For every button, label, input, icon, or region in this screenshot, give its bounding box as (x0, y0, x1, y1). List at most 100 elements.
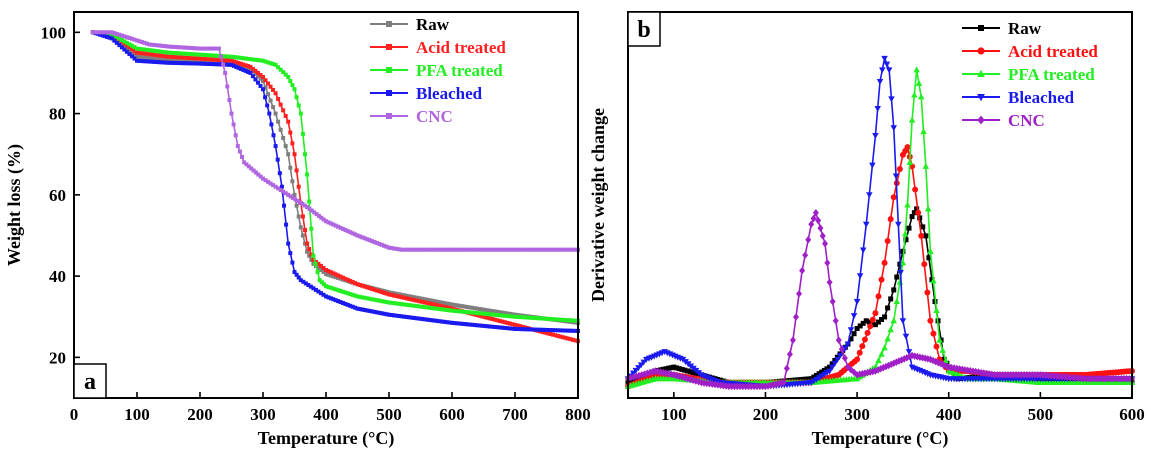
data-point-acid-treated (387, 292, 391, 297)
data-point-pfa-treated (256, 58, 261, 63)
data-point-acid-treated (331, 271, 336, 276)
data-point-pfa-treated (124, 40, 129, 45)
data-point-bleached (238, 66, 243, 71)
data-point-pfa-treated (205, 53, 210, 58)
data-point-bleached (147, 59, 152, 64)
data-point-cnc (345, 229, 350, 234)
data-point-cnc (216, 46, 221, 51)
data-point-cnc (227, 98, 232, 103)
data-point-cnc (268, 181, 273, 186)
data-point-bleached (374, 310, 379, 315)
data-point-acid-treated (255, 70, 260, 75)
data-point-cnc (253, 170, 258, 175)
data-point-cnc (485, 247, 490, 252)
data-point-raw (273, 111, 278, 116)
data-point-raw (460, 304, 465, 309)
data-point-bleached (902, 333, 910, 340)
data-point-pfa-treated (303, 152, 307, 157)
data-point-pfa-treated (353, 293, 358, 298)
data-point-raw (690, 370, 696, 376)
data-point-bleached (362, 308, 367, 313)
data-point-bleached (324, 294, 328, 299)
data-point-bleached (243, 68, 248, 73)
data-point-acid-treated (178, 55, 183, 60)
data-point-raw (271, 105, 276, 110)
data-point-cnc (780, 378, 787, 387)
data-point-raw (424, 297, 429, 302)
data-point-raw (920, 224, 926, 230)
data-point-cnc (290, 195, 295, 200)
data-point-raw (258, 76, 263, 81)
data-point-acid-treated (173, 55, 178, 60)
data-point-bleached (224, 62, 229, 67)
data-point-cnc (442, 247, 447, 252)
data-point-acid-treated (286, 119, 291, 124)
data-point-bleached (525, 327, 530, 332)
data-point-raw (492, 309, 497, 314)
data-point-bleached (462, 322, 467, 327)
data-point-acid-treated (266, 81, 271, 86)
legend-marker (386, 113, 392, 119)
data-point-pfa-treated (198, 52, 202, 57)
data-point-raw (253, 71, 258, 76)
data-point-bleached (269, 122, 274, 127)
data-point-cnc (295, 198, 300, 203)
data-point-cnc (207, 46, 212, 51)
data-point-cnc (235, 144, 240, 149)
data-point-bleached (353, 305, 358, 310)
legend-marker (386, 44, 392, 50)
data-point-pfa-treated (434, 306, 439, 311)
data-point-pfa-treated (195, 52, 200, 57)
data-point-bleached (513, 326, 517, 331)
data-point-cnc (819, 232, 826, 240)
legend-item-cnc: CNC (370, 107, 453, 126)
data-point-acid-treated (497, 318, 502, 323)
data-point-pfa-treated (402, 302, 407, 307)
y-tick-label: 40 (49, 267, 66, 286)
data-point-bleached (563, 328, 568, 333)
data-point-acid-treated (181, 55, 186, 60)
data-point-cnc (195, 46, 200, 51)
data-point-acid-treated (338, 274, 343, 279)
data-point-acid-treated (915, 209, 922, 216)
data-point-cnc (338, 225, 343, 230)
data-point-pfa-treated (181, 51, 186, 56)
data-point-cnc (810, 214, 817, 223)
data-point-acid-treated (367, 286, 372, 291)
data-point-raw (268, 98, 273, 103)
data-point-cnc (219, 54, 223, 59)
series-line-bleached (92, 31, 579, 332)
data-point-pfa-treated (244, 56, 249, 61)
legend-marker (977, 47, 985, 55)
data-point-raw (300, 233, 305, 238)
data-point-acid-treated (434, 303, 439, 308)
data-point-pfa-treated (149, 48, 154, 53)
data-point-bleached (635, 365, 642, 372)
data-point-cnc (472, 247, 477, 252)
data-point-pfa-treated (234, 55, 239, 60)
data-point-bleached (497, 325, 502, 330)
data-point-bleached (492, 324, 497, 329)
data-point-raw (154, 57, 159, 62)
data-point-acid-treated (432, 302, 437, 307)
data-point-cnc (171, 44, 176, 49)
data-point-cnc (119, 33, 124, 38)
data-point-bleached (560, 328, 565, 333)
data-point-bleached (842, 345, 849, 352)
data-point-pfa-treated (442, 307, 447, 312)
data-point-pfa-treated (278, 67, 283, 72)
data-point-acid-treated (294, 168, 299, 173)
data-point-cnc (450, 247, 454, 252)
data-point-pfa-treated (417, 304, 422, 309)
data-point-cnc (520, 247, 525, 252)
data-point-acid-treated (127, 45, 132, 50)
data-point-bleached (437, 319, 442, 324)
data-point-acid-treated (370, 286, 375, 291)
data-point-cnc (140, 40, 145, 45)
data-point-pfa-treated (367, 296, 372, 301)
data-point-pfa-treated (477, 311, 482, 316)
data-point-cnc (505, 247, 510, 252)
data-point-pfa-treated (185, 51, 190, 56)
data-point-raw (392, 291, 397, 296)
data-point-bleached (331, 297, 336, 302)
